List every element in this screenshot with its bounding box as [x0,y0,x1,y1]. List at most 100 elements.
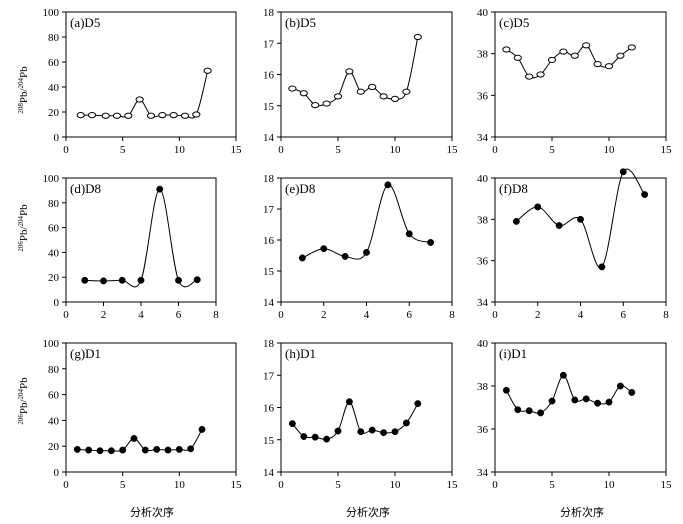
data-point [641,191,649,198]
y-tick-label: 18 [263,338,275,350]
y-tick-label: 20 [48,107,60,119]
plot-frame [280,342,453,473]
y-tick-label: 80 [48,198,60,210]
series-line [506,44,633,79]
x-tick-label: 0 [492,479,498,491]
data-point [605,398,613,406]
y-tick-label: 15 [263,101,275,113]
panel-label: (h)D1 [285,346,316,361]
data-point [547,56,557,64]
x-tick-label: 5 [549,144,555,156]
plot-frame [494,342,667,473]
x-tick-label: 8 [449,309,455,321]
data-point [135,96,144,103]
x-tick-label: 15 [447,479,459,491]
x-tick-label: 8 [663,309,669,321]
y-tick-label: 16 [263,235,275,247]
x-tick-label: 15 [661,479,673,491]
data-point [345,68,354,75]
data-point [76,112,85,119]
data-point [288,420,296,428]
data-point [323,435,331,443]
panel-b: 0 5 10 15 14 15 16 17 18 (b)D5 [263,7,458,156]
data-point [363,248,370,256]
data-point [96,447,104,455]
data-point [391,428,399,436]
y-tick-label: 20 [48,441,60,453]
y-tick-label: 80 [48,364,60,376]
x-tick-label: 10 [390,479,402,491]
x-tick-label: 10 [604,479,616,491]
data-point [153,445,161,453]
y-tick-label: 100 [43,338,60,350]
y-tick-label: 15 [263,266,275,278]
x-tick-label: 4 [138,309,144,321]
x-tick-label: 0 [278,479,284,491]
data-point [512,217,520,225]
y-tick-label: 100 [43,173,60,185]
y-tick-label: 0 [54,467,60,479]
data-point [368,426,376,434]
data-point [559,48,568,55]
plot-frame [280,11,453,138]
data-point [502,386,510,394]
data-point [107,447,115,455]
y-tick-label: 34 [477,467,489,479]
data-point [525,407,533,415]
y-tick-label: 14 [263,297,275,309]
y-tick-label: 36 [477,90,489,102]
data-point [537,409,545,417]
y-tick-label: 40 [48,415,60,427]
data-point [534,203,542,211]
data-point [513,54,522,61]
data-point [341,252,349,260]
y-tick-label: 14 [263,132,275,144]
data-point [604,63,614,70]
data-point [427,239,435,246]
data-point [582,395,590,403]
data-point [118,276,126,284]
data-point [357,428,365,436]
panel-label: (d)D8 [70,181,101,196]
x-tick-label: 5 [549,479,555,491]
series-line [505,374,633,414]
x-tick-label: 15 [231,479,243,491]
data-point [594,399,602,407]
series-line [292,36,419,107]
data-point [300,433,308,440]
data-point [311,433,319,441]
x-tick-label: 5 [335,479,341,491]
x-tick-label: 8 [213,309,219,321]
data-point [146,112,156,119]
y-tick-label: 17 [263,370,275,382]
data-point [390,95,400,102]
data-point [203,67,212,74]
x-tick-label: 0 [63,309,69,321]
data-point [555,222,563,229]
series-line [77,429,203,452]
panel-i: 0 5 10 15 34 36 38 40 (i)D1 [477,338,672,491]
y-tick-label: 18 [263,7,275,19]
x-tick-label: 2 [321,309,327,321]
panel-h: 0 5 10 15 14 15 16 17 18 (h)D1 [263,338,458,491]
data-point [368,83,377,91]
y-tick-label: 60 [48,390,60,402]
y-tick-label: 14 [263,467,275,479]
x-tick-label: 15 [231,144,243,156]
data-point [571,396,579,404]
plot-frame [494,177,667,303]
panel-label: (a)D5 [70,15,100,30]
data-point [570,52,579,59]
y-axis-label-row1: 208Pb/204Pb [17,66,30,114]
data-point [413,33,422,41]
data-point [119,446,127,454]
data-point [619,168,627,176]
data-point [514,406,522,414]
panel-f: 0 2 4 6 8 34 36 38 40 (f)D8 [477,168,669,321]
data-point [402,419,410,427]
x-axis-label-col3: 分析次序 [560,505,604,519]
plot-frame [280,177,453,303]
y-tick-label: 60 [48,57,60,69]
x-tick-label: 10 [174,479,186,491]
